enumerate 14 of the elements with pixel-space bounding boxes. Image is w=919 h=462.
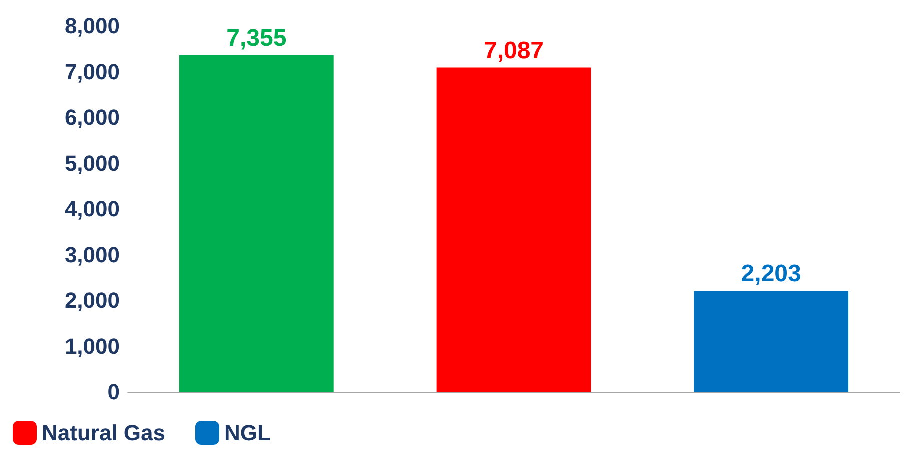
y-tick-label: 6,000	[64, 105, 120, 130]
y-tick-label: 3,000	[64, 242, 120, 268]
data-label: 7,355	[226, 25, 287, 52]
y-tick-label: 4,000	[64, 196, 120, 222]
legend-label: Natural Gas	[42, 420, 166, 446]
y-tick-label: 1,000	[64, 334, 120, 359]
legend-label: NGL	[224, 420, 271, 446]
y-tick-label: 2,000	[64, 288, 120, 313]
y-tick-label: 8,000	[64, 14, 120, 38]
y-tick-label: 0	[108, 380, 120, 404]
y-tick-label: 5,000	[64, 150, 120, 176]
y-tick-label: 7,000	[64, 59, 120, 84]
data-label: 7,087	[484, 37, 544, 64]
data-label: 2,203	[741, 260, 802, 288]
